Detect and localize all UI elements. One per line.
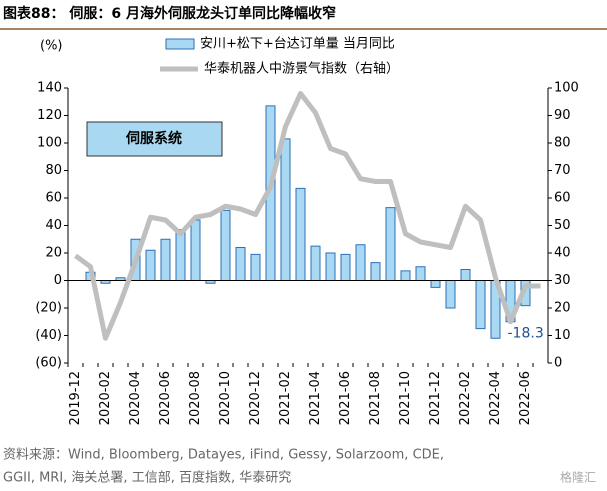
x-tick-label: 2020-12 [248,371,263,425]
x-tick-label: 2021-12 [428,371,443,425]
y2-tick-label: 100 [554,81,579,96]
source: 资料来源：Wind, Bloomberg, Datayes, iFind, Ge… [3,448,444,463]
y-tick-label: 80 [45,163,62,178]
y-tick-label: (60) [35,356,62,371]
y-tick-label: (40) [35,328,62,343]
bar [385,207,396,281]
bar [280,138,291,281]
bar [340,253,351,281]
bar [430,280,441,288]
annotation-box [86,121,223,157]
y2-tick-label: 20 [554,301,571,316]
bar [355,244,366,281]
x-tick-label: 2020-08 [188,371,203,425]
bar [235,247,246,281]
x-tick-label: 2020-06 [158,371,173,425]
y-tick-label: 60 [45,191,62,206]
y-tick-label: 0 [54,273,62,288]
x-tick-label: 2022-02 [458,371,473,425]
annotation: 伺服系统 [125,130,182,147]
x-tick-label: 2022-04 [488,371,503,425]
y2-tick-label: 0 [554,356,562,371]
bar [145,249,156,281]
bar [295,187,306,281]
x-tick-label: 2020-04 [128,371,143,425]
source: GGII, MRI, 海关总署, 工信部, 百度指数, 华泰研究 [3,470,291,486]
bar [310,245,321,281]
y-axis-label: (%) [40,39,63,54]
y2-tick-label: 60 [554,191,571,206]
bar [400,270,411,281]
y-tick-label: 100 [37,136,62,151]
bar [460,269,471,281]
x-tick-label: 2021-08 [368,371,383,425]
y2-tick-label: 90 [554,108,571,123]
legend-label: 华泰机器人中游景气指数（右轴） [204,61,399,77]
bar [220,209,231,281]
y2-tick-label: 30 [554,273,571,288]
bar [370,262,381,281]
y2-tick-label: 50 [554,218,571,233]
y2-tick-label: 10 [554,328,571,343]
y-tick-label: (20) [35,301,62,316]
bar [475,280,486,330]
bar [325,252,336,281]
data-label: -18.3 [508,326,544,342]
x-tick-label: 2021-02 [278,371,293,425]
y2-tick-label: 80 [554,136,571,151]
x-tick-label: 2021-04 [308,371,323,425]
x-tick-label: 2019-12 [68,371,83,425]
y2-tick-label: 70 [554,163,571,178]
bar [175,229,186,281]
bar [250,253,261,281]
bar [415,266,426,281]
bar [160,238,171,281]
chart-title: 图表88： 伺服：6 月海外伺服龙头订单同比降幅收窄 [3,5,336,22]
y2-tick-label: 40 [554,246,571,261]
legend-label: 安川+松下+台达订单量 当月同比 [200,37,395,52]
y-tick-label: 40 [45,218,62,233]
y-tick-label: 140 [37,81,62,96]
x-tick-label: 2022-06 [518,371,533,425]
bar [445,280,456,309]
y-tick-label: 20 [45,246,62,261]
x-tick-label: 2021-06 [338,371,353,425]
bar [190,219,201,281]
line [74,91,541,341]
x-tick-label: 2020-02 [98,371,113,425]
legend-swatch [165,38,195,50]
x-tick-label: 2020-10 [218,371,233,425]
x-tick-label: 2021-10 [398,371,413,425]
watermark: 格隆汇 [560,470,596,485]
y-tick-label: 120 [37,108,62,123]
